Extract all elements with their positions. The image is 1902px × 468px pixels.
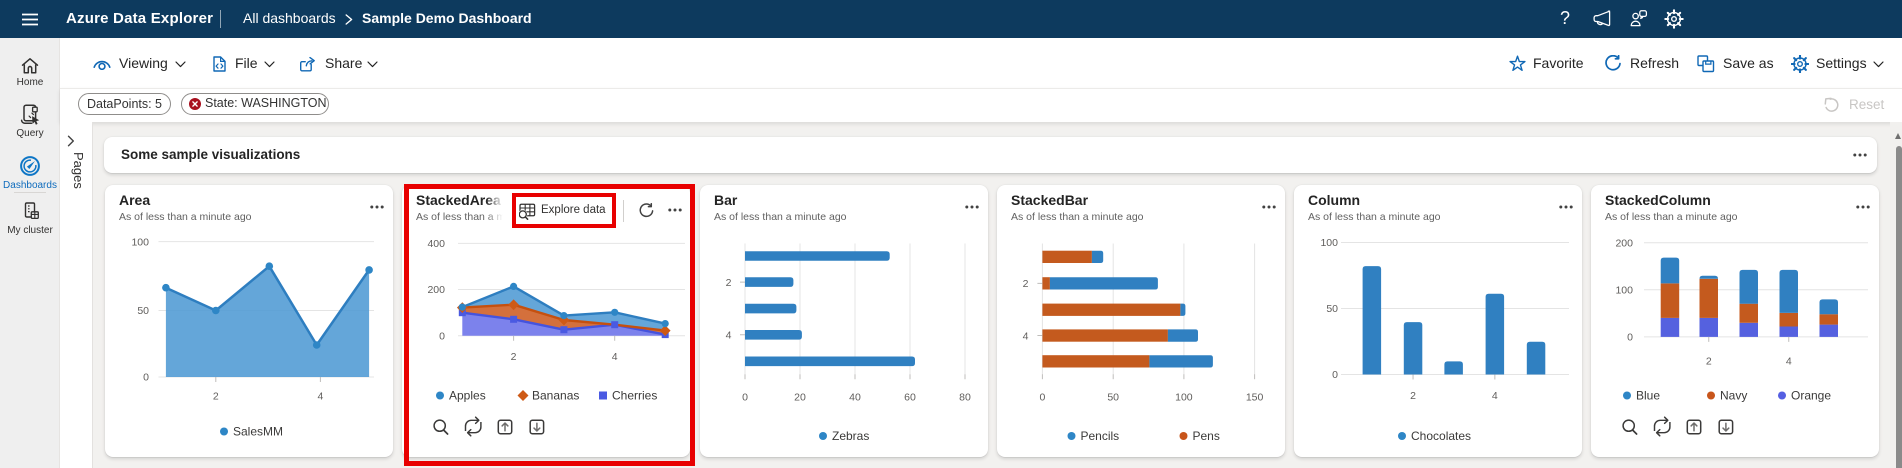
svg-text:0: 0 xyxy=(1039,392,1045,404)
svg-text:Zebras: Zebras xyxy=(832,429,869,443)
svg-text:4: 4 xyxy=(1023,330,1029,342)
svg-text:0: 0 xyxy=(1332,369,1338,381)
svg-text:Blue: Blue xyxy=(1636,389,1660,403)
svg-text:400: 400 xyxy=(427,238,445,250)
svg-text:2: 2 xyxy=(1410,390,1416,402)
svg-text:Chocolates: Chocolates xyxy=(1411,429,1471,443)
svg-text:2: 2 xyxy=(1023,278,1029,290)
svg-text:60: 60 xyxy=(904,392,916,404)
svg-text:2: 2 xyxy=(1706,356,1712,368)
svg-text:80: 80 xyxy=(959,392,971,404)
svg-text:2: 2 xyxy=(726,277,732,289)
svg-text:4: 4 xyxy=(612,351,618,363)
svg-text:20: 20 xyxy=(794,392,806,404)
svg-text:50: 50 xyxy=(1326,303,1338,315)
svg-text:2: 2 xyxy=(213,391,219,403)
svg-text:Navy: Navy xyxy=(1720,389,1747,403)
svg-text:Pens: Pens xyxy=(1193,429,1220,443)
svg-text:50: 50 xyxy=(137,305,149,317)
svg-text:150: 150 xyxy=(1246,392,1264,404)
svg-text:50: 50 xyxy=(1107,392,1119,404)
svg-text:0: 0 xyxy=(439,331,445,343)
svg-text:100: 100 xyxy=(1615,285,1633,297)
svg-text:4: 4 xyxy=(1786,356,1792,368)
svg-text:200: 200 xyxy=(427,284,445,296)
svg-text:100: 100 xyxy=(1320,237,1338,249)
svg-text:Cherries: Cherries xyxy=(612,389,657,403)
svg-text:4: 4 xyxy=(317,391,323,403)
svg-text:0: 0 xyxy=(742,392,748,404)
svg-text:2: 2 xyxy=(511,351,517,363)
svg-text:200: 200 xyxy=(1615,238,1633,250)
svg-text:4: 4 xyxy=(1492,390,1498,402)
svg-text:SalesMM: SalesMM xyxy=(233,425,283,439)
svg-text:Bananas: Bananas xyxy=(532,389,579,403)
svg-text:0: 0 xyxy=(1627,332,1633,344)
svg-text:100: 100 xyxy=(131,236,149,248)
svg-text:40: 40 xyxy=(849,392,861,404)
svg-text:0: 0 xyxy=(143,372,149,384)
svg-text:100: 100 xyxy=(1175,392,1193,404)
svg-text:Apples: Apples xyxy=(449,389,486,403)
svg-text:4: 4 xyxy=(726,330,732,342)
svg-text:Pencils: Pencils xyxy=(1081,429,1120,443)
svg-text:Orange: Orange xyxy=(1791,389,1831,403)
